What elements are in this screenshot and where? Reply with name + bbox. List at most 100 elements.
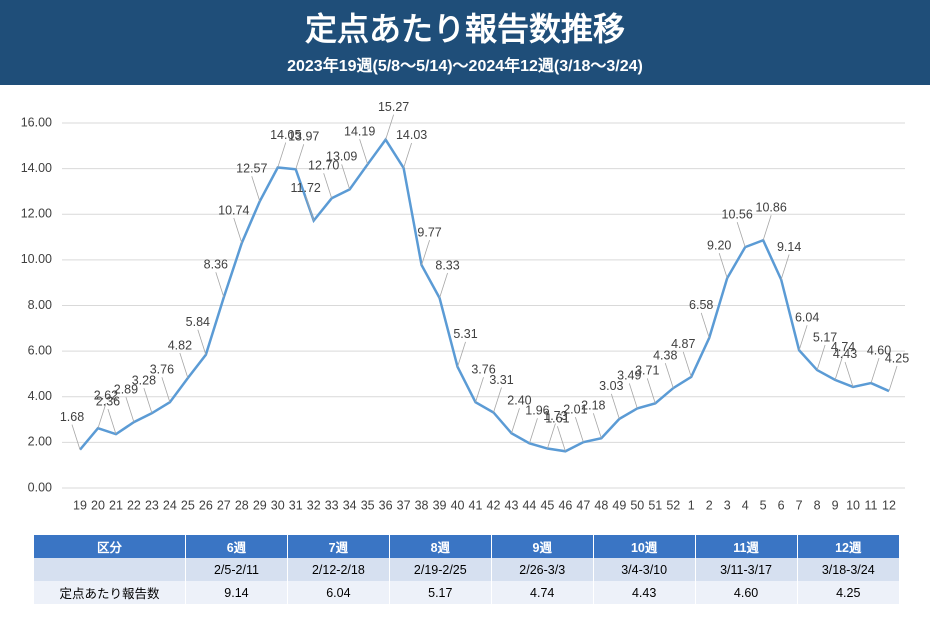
leader-line [780, 254, 790, 280]
x-tick-label: 28 [235, 498, 249, 512]
x-tick-label: 32 [307, 498, 321, 512]
x-tick-label: 22 [127, 498, 141, 512]
header-cell: 7週 [286, 535, 390, 558]
leader-line [628, 383, 638, 409]
data-label: 3.76 [150, 363, 174, 377]
header-cell: 12週 [796, 535, 899, 558]
summary-table: 区分 6週 7週 8週 9週 10週 11週 12週 2/5-2/11 2/12-2/18 2/1… [33, 535, 899, 604]
x-tick-label: 19 [73, 498, 87, 512]
period-cell: 3/18-3/24 [796, 558, 899, 581]
data-label: 2.89 [114, 382, 138, 396]
leader-line [610, 393, 620, 420]
leader-line [844, 361, 854, 388]
leader-line [107, 409, 117, 435]
row-label: 定点あたり報告数 [33, 581, 186, 604]
header-cell: 10週 [592, 535, 696, 558]
data-label: 14.03 [396, 128, 427, 142]
x-tick-label: 7 [796, 498, 803, 512]
y-tick-label: 16.00 [21, 115, 52, 129]
x-tick-label: 44 [522, 498, 536, 512]
leader-line [305, 195, 315, 221]
leader-line [798, 325, 808, 351]
data-label: 2.62 [94, 389, 118, 403]
header-cell: 9週 [490, 535, 594, 558]
leader-line [511, 408, 520, 434]
value-cell: 4.25 [796, 581, 899, 604]
data-label: 2.36 [96, 394, 120, 408]
y-tick-label: 12.00 [21, 207, 52, 221]
data-label: 6.58 [689, 298, 713, 312]
data-label: 4.25 [885, 351, 909, 365]
x-tick-label: 37 [397, 498, 411, 512]
leader-line [834, 354, 844, 380]
leader-line [870, 357, 880, 384]
x-tick-label: 30 [271, 498, 285, 512]
period-cell: 3/11-3/17 [694, 558, 798, 581]
data-label: 13.09 [326, 150, 357, 164]
x-tick-label: 45 [540, 498, 554, 512]
x-tick-label: 25 [181, 498, 195, 512]
y-tick-label: 8.00 [28, 298, 52, 312]
x-tick-label: 34 [343, 498, 357, 512]
leader-line [816, 344, 826, 371]
leader-line [646, 378, 656, 404]
leader-line [493, 387, 502, 413]
x-tick-label: 49 [612, 498, 626, 512]
value-cell: 5.17 [388, 581, 492, 604]
y-tick-label: 0.00 [28, 480, 52, 494]
value-cell: 4.60 [694, 581, 798, 604]
data-label: 10.56 [722, 207, 753, 221]
leader-line [718, 253, 728, 279]
leader-line [457, 341, 466, 367]
leader-line [592, 413, 602, 439]
data-label: 14.05 [270, 128, 301, 142]
data-label: 1.61 [545, 412, 569, 426]
period-cell: 3/4-3/10 [592, 558, 696, 581]
leader-line [762, 215, 772, 241]
x-tick-label: 46 [558, 498, 572, 512]
x-tick-label: 6 [778, 498, 785, 512]
data-label: 4.60 [867, 343, 891, 357]
x-tick-label: 52 [666, 498, 680, 512]
data-label: 4.74 [831, 340, 855, 354]
subtitle: 2023年19週(5/8～5/14)～2024年12週(3/18～3/24) [287, 58, 643, 75]
period-cell: 2/12-2/18 [286, 558, 390, 581]
leader-line [421, 239, 430, 266]
x-tick-label: 11 [865, 498, 878, 512]
leader-line [341, 164, 351, 190]
leader-line [71, 424, 81, 450]
leader-line [682, 351, 692, 378]
period-cell: 2/5-2/11 [185, 558, 288, 581]
value-cell: 4.43 [592, 581, 696, 604]
data-label: 5.17 [813, 330, 837, 344]
y-tick-label: 10.00 [21, 252, 52, 266]
header-cell: 11週 [694, 535, 798, 558]
data-label: 3.76 [471, 363, 495, 377]
leader-line [295, 144, 305, 170]
data-label: 2.01 [563, 402, 587, 416]
data-label: 8.33 [435, 258, 459, 272]
header-cell: 8週 [388, 535, 492, 558]
x-tick-label: 24 [163, 498, 177, 512]
data-label: 2.40 [507, 394, 531, 408]
data-label: 4.38 [653, 348, 677, 362]
leader-line [475, 377, 484, 403]
x-tick-label: 33 [325, 498, 339, 512]
x-tick-label: 1 [688, 498, 695, 512]
x-tick-label: 47 [576, 498, 590, 512]
x-tick-label: 8 [814, 498, 821, 512]
header-cell: 6週 [185, 535, 288, 558]
leader-line [277, 142, 287, 168]
leader-line [403, 142, 412, 169]
x-tick-label: 23 [145, 498, 159, 512]
leader-line [323, 173, 333, 199]
data-line [79, 137, 890, 453]
x-tick-label: 4 [742, 498, 749, 512]
data-label: 12.57 [236, 162, 267, 176]
data-label: 9.77 [417, 225, 441, 239]
data-label: 8.36 [204, 258, 228, 272]
leader-line [179, 352, 189, 379]
x-tick-label: 38 [415, 498, 429, 512]
value-row: 定点あたり報告数 9.14 6.04 5.17 4.74 4.43 4.60 4.25 [33, 581, 899, 604]
leader-line [251, 176, 261, 202]
